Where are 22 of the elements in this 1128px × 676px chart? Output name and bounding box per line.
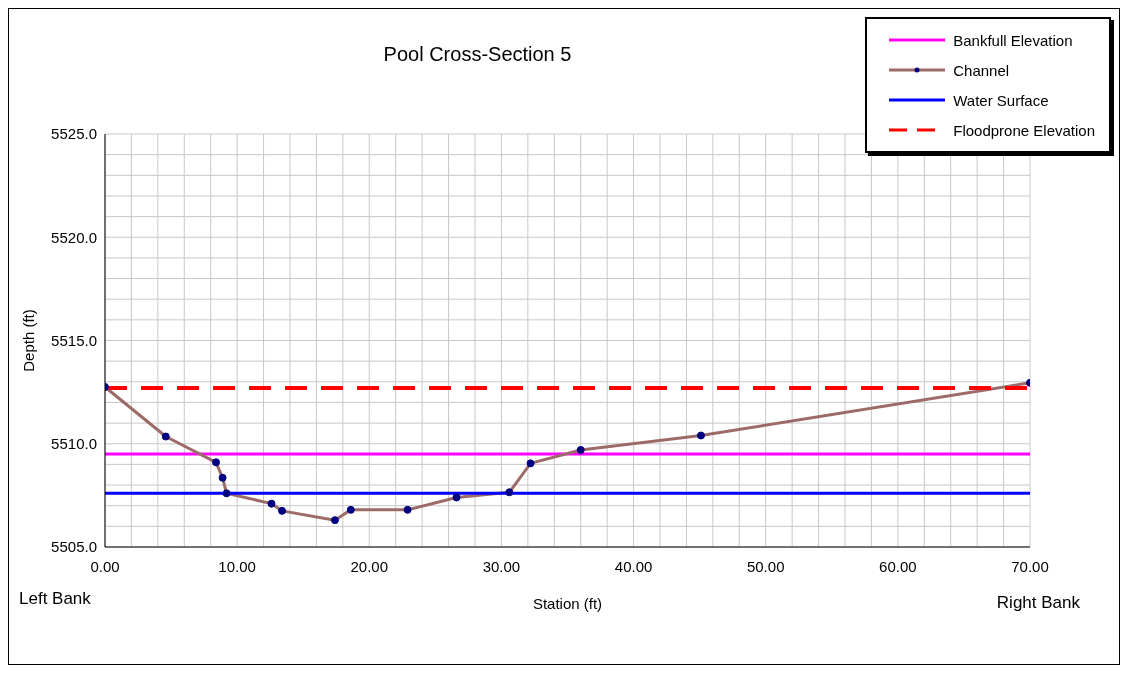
y-tick-label: 5520.0	[51, 228, 97, 246]
x-axis-title: Station (ft)	[532, 595, 603, 612]
text: Right Bank	[996, 593, 1080, 613]
x-tick-label: 40.00	[614, 557, 653, 575]
x-tick-label: 70.00	[1011, 557, 1049, 575]
x-tick-label: 30.00	[482, 557, 521, 575]
legend-label: Floodprone Elevation	[953, 121, 1095, 139]
y-tick-label: 5515.0	[51, 331, 97, 349]
y-axis-title: Depth (ft)	[20, 309, 38, 372]
y-tick-label: 5510.0	[51, 435, 97, 453]
chart-title: Pool Cross-Section 5	[382, 43, 573, 66]
x-tick-label: 10.00	[218, 557, 256, 575]
legend-label: Bankfull Elevation	[953, 31, 1073, 49]
x-tick-label: 60.00	[879, 557, 917, 575]
y-tick-label: 5505.0	[51, 538, 97, 556]
x-tick-label: 20.00	[350, 557, 389, 575]
x-tick-label: 0.00	[90, 557, 120, 575]
legend-label: Channel	[953, 61, 1010, 79]
text: Left Bank	[19, 589, 91, 609]
x-tick-label: 50.00	[746, 557, 785, 575]
legend-label: Water Surface	[953, 91, 1049, 109]
y-tick-label: 5525.0	[51, 125, 97, 143]
